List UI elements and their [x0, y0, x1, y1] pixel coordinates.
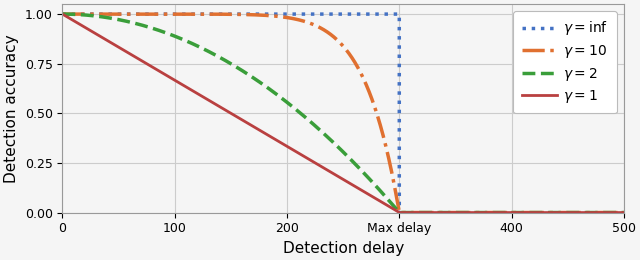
$\gamma = 10$	[82, 12, 90, 16]
$\gamma = 1$	[620, 211, 628, 214]
$\gamma = \mathrm{inf}$	[183, 12, 191, 16]
$\gamma = 2$	[396, 211, 403, 214]
Line: $\gamma = 10$: $\gamma = 10$	[63, 14, 624, 213]
X-axis label: Detection delay: Detection delay	[282, 241, 404, 256]
$\gamma = 1$	[590, 211, 598, 214]
$\gamma = 2$	[169, 34, 177, 37]
$\gamma = \mathrm{inf}$	[59, 12, 67, 16]
$\gamma = \mathrm{inf}$	[396, 211, 403, 214]
$\gamma = 10$	[59, 12, 67, 16]
$\gamma = 2$	[82, 14, 90, 17]
Line: $\gamma = 1$: $\gamma = 1$	[63, 14, 624, 213]
$\gamma = \mathrm{inf}$	[146, 12, 154, 16]
$\gamma = 1$	[61, 14, 69, 17]
$\gamma = 1$	[82, 26, 90, 29]
$\gamma = 2$	[590, 211, 598, 214]
$\gamma = 1$	[396, 211, 403, 214]
$\gamma = \mathrm{inf}$	[358, 12, 365, 16]
$\gamma = 1$	[333, 174, 340, 177]
$\gamma = 2$	[59, 12, 67, 16]
$\gamma = 10$	[92, 12, 100, 16]
$\gamma = 1$	[169, 77, 177, 81]
$\gamma = 2$	[620, 211, 628, 214]
$\gamma = \mathrm{inf}$	[191, 12, 198, 16]
Legend: $\gamma = \mathrm{inf}$, $\gamma = 10$, $\gamma = 2$, $\gamma = 1$: $\gamma = \mathrm{inf}$, $\gamma = 10$, …	[513, 11, 617, 113]
$\gamma = 2$	[92, 15, 100, 18]
$\gamma = 10$	[620, 211, 628, 214]
Line: $\gamma = \mathrm{inf}$: $\gamma = \mathrm{inf}$	[63, 14, 399, 213]
$\gamma = 2$	[333, 144, 340, 147]
$\gamma = 1$	[92, 32, 100, 35]
Line: $\gamma = 2$: $\gamma = 2$	[63, 14, 624, 213]
$\gamma = 2$	[61, 12, 69, 16]
$\gamma = 1$	[59, 12, 67, 16]
$\gamma = \mathrm{inf}$	[330, 12, 337, 16]
$\gamma = \mathrm{inf}$	[191, 12, 198, 16]
$\gamma = 10$	[396, 211, 403, 214]
$\gamma = 10$	[61, 12, 69, 16]
$\gamma = 10$	[169, 12, 177, 16]
$\gamma = 10$	[590, 211, 598, 214]
$\gamma = 10$	[333, 38, 340, 41]
Y-axis label: Detection accuracy: Detection accuracy	[4, 34, 19, 183]
$\gamma = \mathrm{inf}$	[396, 211, 403, 214]
